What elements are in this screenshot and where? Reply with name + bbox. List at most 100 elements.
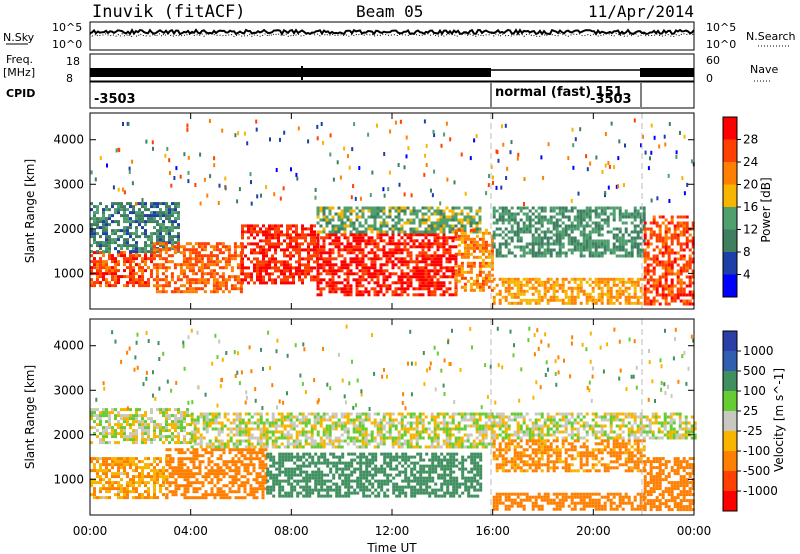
power-echo-cell-9 [673,230,677,234]
power-echo-cell-4 [406,263,410,267]
power-echo-cell-7 [552,295,556,299]
velocity-echo-cell-3 [269,455,273,459]
power-echo-cell-8 [609,248,613,252]
power-echo-cell-1 [126,214,129,218]
power-echo-cell-7 [519,283,523,287]
power-echo-cell-0 [96,266,99,270]
velocity-echo-cell-3 [368,464,372,468]
velocity-echo-cell-0 [111,475,114,479]
power-echo-cell-1 [156,211,159,215]
power-echo-cell-4 [379,263,383,267]
velocity-echo-cell-2 [228,460,232,464]
power-echo-cell-5 [478,227,482,231]
velocity-echo-cell-3 [287,479,291,483]
velocity-echo-cell-1 [144,438,147,442]
power-echo-cell-7 [609,289,613,293]
power-echo-cell-9 [682,221,686,225]
power-echo-cell-3 [253,224,256,228]
velocity-echo-cell-3 [350,491,354,495]
power-echo-cell-8 [561,233,565,237]
power-echo-cell-1 [150,217,153,221]
power-echo-cell-1 [108,244,111,248]
power-echo-cell-8 [636,236,640,240]
velocity-echo-cell-2 [249,448,253,452]
power-echo-cell-8 [531,248,535,252]
power-echo-cell-5 [412,227,416,231]
power-echo-cell-4 [415,269,419,273]
power-echo-cell-4 [388,260,392,264]
power-echo-cell-1 [99,220,102,224]
power-echo-cell-9 [643,251,647,255]
power-echo-cell-2 [188,269,192,273]
velocity-echo-cell-3 [302,452,306,456]
velocity-echo-cell-3 [290,485,294,489]
power-echo-cell-6 [457,267,461,271]
power-echo-cell-4 [343,266,347,270]
date-title: 11/Apr/2014 [588,2,694,21]
power-scatter-echo [265,185,268,190]
power-echo-cell-1 [129,202,132,206]
power-echo-cell-9 [661,272,665,276]
cpid-value-end: -3503 [590,92,632,107]
power-echo-cell-4 [355,236,359,240]
velocity-echo-cell-1 [150,441,153,445]
velocity-echo-cell-3 [311,458,315,462]
power-echo-cell-9 [679,254,683,258]
velocity-echo-cell-1 [189,423,192,427]
power-echo-cell-8 [576,212,580,216]
velocity-echo-cell-3 [350,458,354,462]
power-echo-cell-9 [658,215,662,219]
power-echo-cell-3 [286,224,289,228]
velocity-echo-cell-2 [168,460,172,464]
power-echo-cell-8 [630,215,634,219]
velocity-echo-cell-0 [144,466,147,470]
velocity-echo-cell-0 [147,493,150,497]
power-echo-cell-1 [168,232,171,236]
power-echo-cell-4 [337,242,341,246]
velocity-echo-cell-3 [368,488,372,492]
power-scatter-echo [495,185,498,190]
power-echo-cell-7 [492,301,496,305]
power-echo-cell-4 [451,254,455,258]
power-echo-cell-9 [643,293,647,297]
power-echo-cell-5 [379,230,383,234]
velocity-echo-cell-2 [210,481,214,485]
power-echo-cell-2 [215,272,219,276]
power-echo-cell-2 [179,263,183,267]
power-echo-cell-8 [567,248,571,252]
power-echo-cell-4 [331,290,335,294]
power-echo-cell-2 [230,266,234,270]
power-echo-cell-8 [639,221,643,225]
power-scatter-echo [443,132,446,137]
power-echo-cell-7 [591,286,595,290]
velocity-echo-cell-0 [132,481,135,485]
velocity-echo-cell-0 [99,469,102,473]
power-echo-cell-8 [597,230,601,234]
power-echo-cell-4 [412,245,416,249]
velocity-echo-cell-3 [326,488,330,492]
power-echo-cell-1 [90,229,93,233]
power-echo-cell-9 [670,272,674,276]
velocity-echo-cell-1 [189,432,192,436]
power-echo-cell-9 [676,272,680,276]
power-echo-cell-9 [649,227,653,231]
power-echo-cell-4 [382,281,386,285]
power-echo-cell-1 [93,220,96,224]
power-echo-cell-4 [391,263,395,267]
velocity-echo-cell-2 [228,466,232,470]
power-echo-cell-8 [498,242,502,246]
power-echo-cell-9 [643,272,647,276]
power-echo-cell-8 [582,248,586,252]
power-scatter-echo [516,156,519,161]
power-echo-cell-4 [355,272,359,276]
power-echo-cell-1 [141,232,144,236]
power-echo-cell-1 [171,220,174,224]
velocity-echo-cell-3 [344,467,348,471]
power-scatter-echo [348,165,351,170]
power-echo-cell-1 [105,220,108,224]
power-echo-cell-8 [522,251,526,255]
velocity-echo-cell-3 [326,461,330,465]
power-colorbar-swatch [723,184,737,207]
power-echo-cell-8 [633,236,637,240]
power-echo-cell-4 [400,293,404,297]
